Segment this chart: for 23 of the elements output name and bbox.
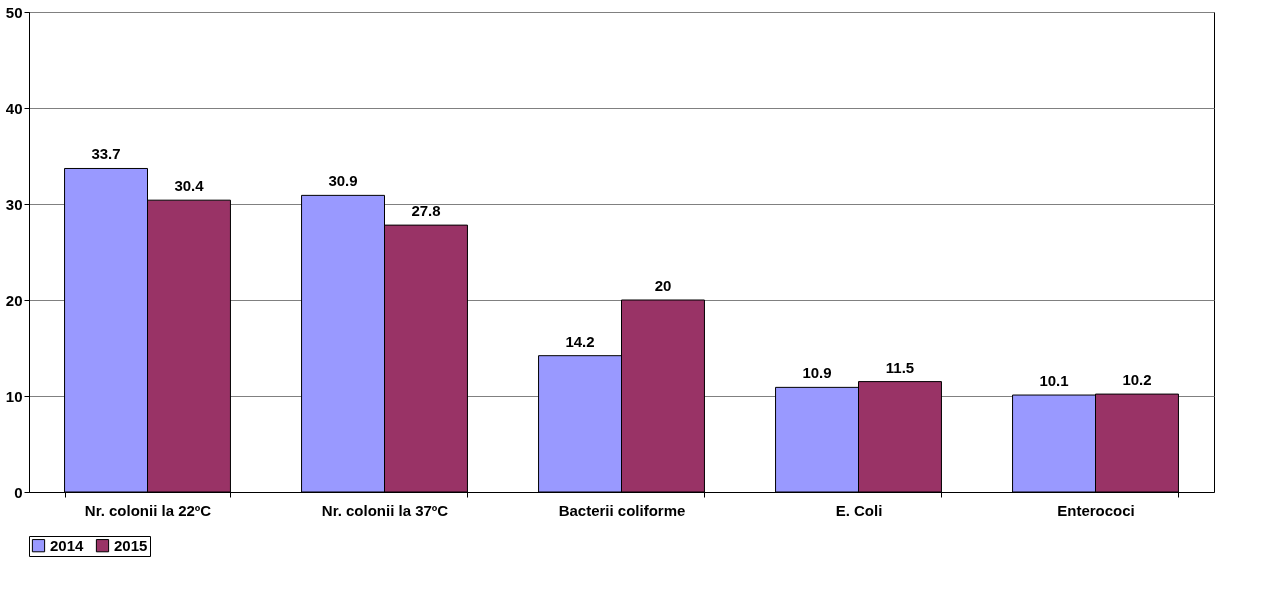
legend-label: 2015: [114, 536, 148, 554]
data-label: 10.2: [1122, 371, 1152, 389]
y-tick-label: 50: [5, 3, 23, 21]
y-tick-label: 30: [5, 195, 23, 213]
legend-label: 2014: [50, 536, 85, 554]
data-label: 30.4: [174, 177, 205, 195]
x-tick-label: Nr. colonii la 37ºC: [321, 501, 449, 519]
x-tick-label: Bacterii coliforme: [558, 501, 686, 519]
data-label: 11.5: [885, 358, 915, 376]
data-label: 30.9: [328, 172, 358, 190]
x-tick-label: E. Coli: [835, 501, 883, 519]
data-label: 10.1: [1039, 372, 1069, 390]
y-tick-label: 40: [5, 99, 23, 117]
data-label: 33.7: [91, 145, 121, 163]
y-tick-label: 10: [5, 387, 23, 405]
data-label: 14.2: [565, 332, 595, 350]
x-tick-label: Nr. colonii la 22ºC: [84, 501, 212, 519]
data-label: 27.8: [411, 202, 441, 220]
data-label: 20: [654, 277, 672, 294]
y-tick-label: 0: [14, 483, 23, 501]
data-label: 10.9: [802, 364, 832, 382]
x-tick-label: Enterococi: [1057, 501, 1135, 519]
y-tick-label: 20: [5, 291, 23, 309]
